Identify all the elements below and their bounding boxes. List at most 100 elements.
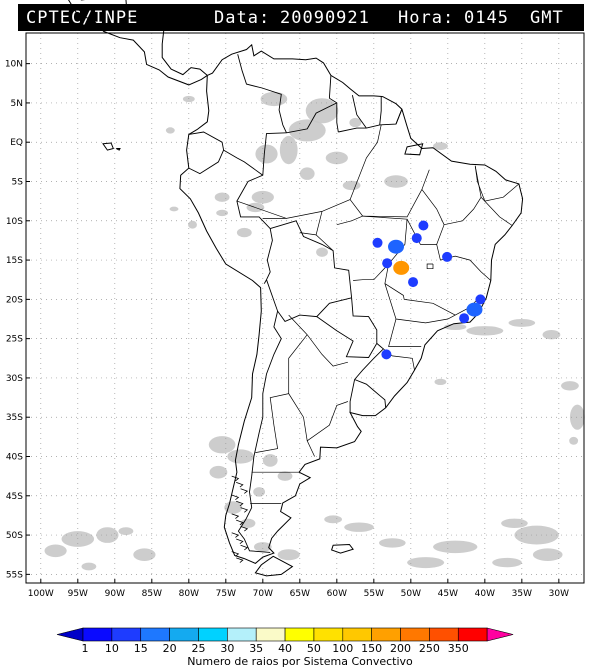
convective-system-marker [459,313,470,324]
legend-tick-label: 20 [163,642,177,655]
state-border [426,263,434,270]
cloud-patch [277,549,300,561]
legend-tick-label: 40 [278,642,292,655]
cloud-patch [433,142,448,151]
island-coastline [116,148,121,151]
latitude-label: 45S [6,492,23,502]
convective-systems-layer [372,220,486,360]
legend-tick-label: 30 [220,642,234,655]
fjord-coastline [231,494,240,501]
convective-system-marker [393,260,410,275]
timezone-label: GMT [530,8,564,28]
legend-tick-label: 35 [249,642,263,655]
legend-tick-label: 10 [105,642,119,655]
legend-swatch [169,627,199,642]
cloud-patch [492,557,522,568]
latitude-label: 10S [6,217,23,227]
cloud-patch [349,117,362,128]
map-frame [25,32,585,584]
legend-swatch [400,627,430,642]
latitude-label: 10N [5,60,23,70]
cloud-patch [262,454,278,467]
island-coastline [330,543,354,554]
fjord-coastline [236,557,244,563]
time-label: Hora: [398,8,455,28]
fjord-coastline [236,500,244,507]
fjord-coastline [240,488,249,494]
longitude-label: 85W [142,589,162,599]
state-border [353,263,389,281]
legend-tick-labels: 1 10 15 20 25 30 35 40 50 100 150 200 250 350 [82,642,469,655]
legend-swatch [429,627,459,642]
cloud-patch [299,167,315,180]
central-america-coastline [68,0,208,86]
latitude-label: 25S [6,335,23,345]
legend-swatch [313,627,344,642]
source-label: CPTEC/INPE [26,8,139,28]
cloud-patch [188,220,197,229]
longitude-label: 90W [105,589,125,599]
cloud-patch [277,471,293,481]
state-border [306,401,349,442]
legend-tick-label: 250 [419,642,440,655]
convective-system-marker [382,258,393,269]
latitude-label: 15S [6,256,23,266]
map-header: CPTEC/INPE Data: 20090921 Hora: 0145 GMT [18,4,584,31]
convective-system-marker [411,233,422,244]
legend-tick-label: 1 [82,642,89,655]
cloud-patch [169,206,179,212]
legend-tick-label: 50 [307,642,321,655]
country-border [263,228,273,284]
island-coastline [102,142,114,151]
country-border [395,109,403,125]
fjord-coastline [231,513,240,519]
longitude-labels: 100W 95W 90W 85W 80W 75W 70W 65W 60W 55W 50W 45W 40W… [28,579,569,599]
cloud-patch [96,527,119,543]
legend-title: Numero de raios por Sistema Convectivo [187,655,413,668]
cloud-patch [133,548,156,561]
fjord-coastline [240,526,249,532]
country-border [379,96,382,125]
south-america-coastline [179,43,524,564]
legend-swatch [255,627,286,642]
cloud-patch [342,180,361,191]
state-border [480,196,513,226]
convective-system-marker [381,349,392,360]
latitude-label: 5S [12,178,24,188]
convective-system-marker [372,237,383,248]
latitude-labels: 10N 5N EQ 5S 10S 15S 20S 25S 30S 35S 40S 45S 50S 55S [5,60,30,580]
longitude-label: 60W [327,589,347,599]
legend-start-arrow [56,627,84,642]
legend-swatch [198,627,228,642]
country-border [236,132,287,229]
legend-swatch [82,627,113,642]
island-coastline [254,555,294,577]
cloud-patch [209,465,228,479]
state-border [388,318,422,347]
legend-swatch [227,627,257,642]
country-border [351,95,367,129]
legend-tick-label: 150 [361,642,382,655]
cloud-patch [433,540,478,554]
cloud-patch [466,326,504,336]
legend-swatch [140,627,170,642]
longitude-label: 45W [438,589,458,599]
lat-lon-grid [26,33,584,583]
legend-swatch [457,627,488,642]
latitude-label: EQ [10,138,23,148]
cloud-patch [344,522,374,532]
latitude-label: 50S [6,531,23,541]
cloud-patch [214,192,230,202]
cloud-patch [569,404,585,430]
fjord-coastline [236,482,244,488]
cloud-patch [236,227,252,238]
fjord-coastline [240,507,249,513]
country-border [237,54,287,133]
legend-tick-label: 100 [332,642,353,655]
cloud-patch [216,209,229,217]
longitude-label: 80W [179,589,199,599]
cloud-patch [253,487,266,497]
country-border [223,149,264,176]
cloud-patch [325,151,348,165]
